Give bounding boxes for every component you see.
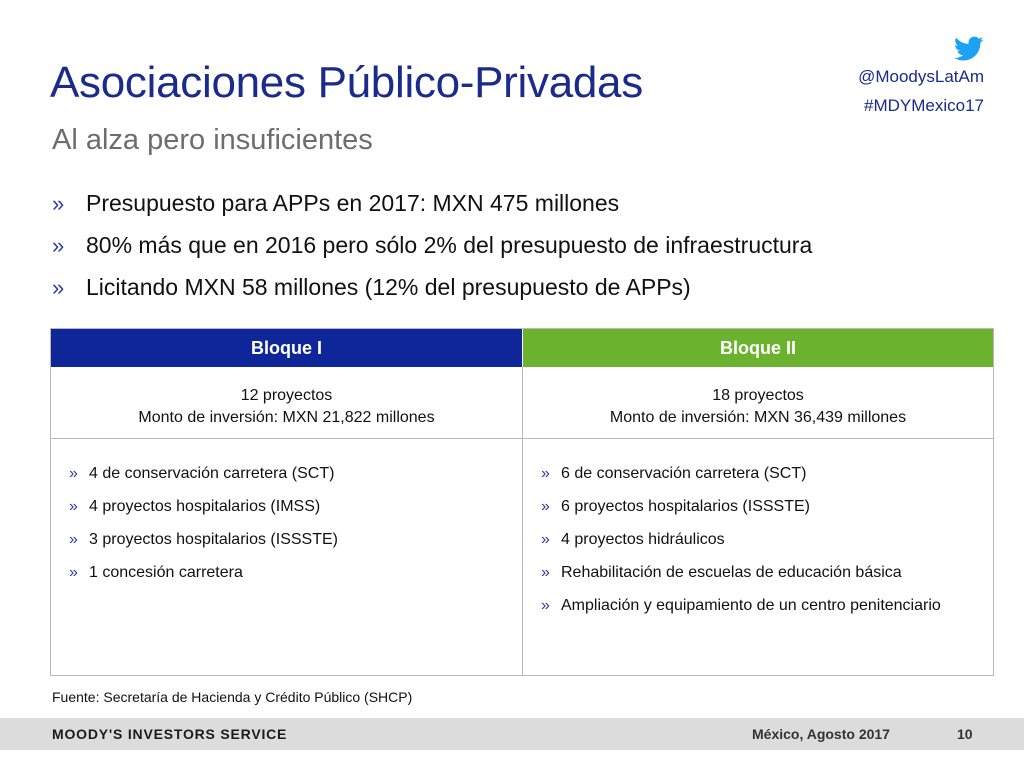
list-item-text: Rehabilitación de escuelas de educación … <box>561 564 902 581</box>
bullet-marker: » <box>541 465 550 482</box>
list-item-text: 6 proyectos hospitalarios (ISSSTE) <box>561 498 810 515</box>
bloque-2-summary: 18 proyectos Monto de inversión: MXN 36,… <box>523 385 993 429</box>
page-number: 10 <box>957 726 973 742</box>
key-point: » Licitando MXN 58 millones (12% del pres… <box>52 268 812 310</box>
bullet-marker: » <box>69 465 78 482</box>
list-item: » 4 proyectos hospitalarios (IMSS) <box>69 496 509 518</box>
list-item-text: 3 proyectos hospitalarios (ISSSTE) <box>89 531 338 548</box>
key-point: » Presupuesto para APPs en 2017: MXN 475 … <box>52 184 812 226</box>
bullet-marker: » <box>541 498 550 515</box>
bloque-1-summary: 12 proyectos Monto de inversión: MXN 21,… <box>51 385 522 429</box>
list-item-text: 4 proyectos hospitalarios (IMSS) <box>89 498 321 515</box>
list-item: » 1 concesión carretera <box>69 562 509 584</box>
row-divider <box>51 438 993 439</box>
bullet-marker: » <box>541 564 550 581</box>
key-point-text: Presupuesto para APPs en 2017: MXN 475 m… <box>86 190 620 216</box>
list-item: » 6 de conservación carretera (SCT) <box>541 463 961 485</box>
bullet-marker: » <box>541 597 550 614</box>
list-item: » 3 proyectos hospitalarios (ISSSTE) <box>69 529 509 551</box>
investment-amount: Monto de inversión: MXN 36,439 millones <box>609 409 907 426</box>
twitter-icon <box>954 36 984 61</box>
slide-title: Asociaciones Público-Privadas <box>50 58 643 107</box>
bullet-marker: » <box>69 531 78 548</box>
blocks-table: Bloque I Bloque II 12 proyectos Monto de… <box>50 328 994 676</box>
key-point: » 80% más que en 2016 pero sólo 2% del pr… <box>52 226 812 268</box>
bullet-marker: » <box>52 233 65 258</box>
key-point-text: 80% más que en 2016 pero sólo 2% del pre… <box>86 232 813 258</box>
social-block: @MoodysLatAm #MDYMexico17 <box>858 36 984 120</box>
list-item: » 6 proyectos hospitalarios (ISSSTE) <box>541 496 961 518</box>
bullet-marker: » <box>52 191 65 216</box>
footer-date: México, Agosto 2017 <box>752 726 890 742</box>
list-item-text: Ampliación y equipamiento de un centro p… <box>561 597 941 614</box>
key-points-list: » Presupuesto para APPs en 2017: MXN 475 … <box>52 184 812 310</box>
bullet-marker: » <box>69 498 78 515</box>
list-item-text: 4 de conservación carretera (SCT) <box>89 465 335 482</box>
investment-amount: Monto de inversión: MXN 21,822 millones <box>138 409 435 426</box>
list-item-text: 6 de conservación carretera (SCT) <box>561 465 807 482</box>
twitter-handle: @MoodysLatAm <box>858 67 984 86</box>
list-item: » Ampliación y equipamiento de un centro … <box>541 595 961 617</box>
table-header-bloque-2: Bloque II <box>523 329 993 367</box>
project-count: 18 proyectos <box>712 387 804 404</box>
project-count: 12 proyectos <box>240 387 333 404</box>
list-item: » 4 proyectos hidráulicos <box>541 529 961 551</box>
brand-logo: MOODY'S INVESTORS SERVICE <box>52 726 288 742</box>
bloque-1-items: » 4 de conservación carretera (SCT) » 4 pr… <box>69 463 509 595</box>
event-hashtag: #MDYMexico17 <box>864 96 984 115</box>
list-item: » Rehabilitación de escuelas de educación… <box>541 562 961 584</box>
bullet-marker: » <box>541 531 550 548</box>
slide-subtitle: Al alza pero insuficientes <box>52 124 373 156</box>
bloque-2-items: » 6 de conservación carretera (SCT) » 6 pr… <box>541 463 961 628</box>
source-note: Fuente: Secretaría de Hacienda y Crédito… <box>52 689 413 705</box>
table-header-bloque-1: Bloque I <box>51 329 522 367</box>
key-point-text: Licitando MXN 58 millones (12% del presu… <box>86 274 691 300</box>
column-divider <box>522 367 523 675</box>
bullet-marker: » <box>52 275 65 300</box>
list-item: » 4 de conservación carretera (SCT) <box>69 463 509 485</box>
list-item-text: 4 proyectos hidráulicos <box>561 531 725 548</box>
bullet-marker: » <box>69 564 78 581</box>
footer-bar: MOODY'S INVESTORS SERVICE México, Agosto… <box>0 718 1024 750</box>
list-item-text: 1 concesión carretera <box>89 564 243 581</box>
